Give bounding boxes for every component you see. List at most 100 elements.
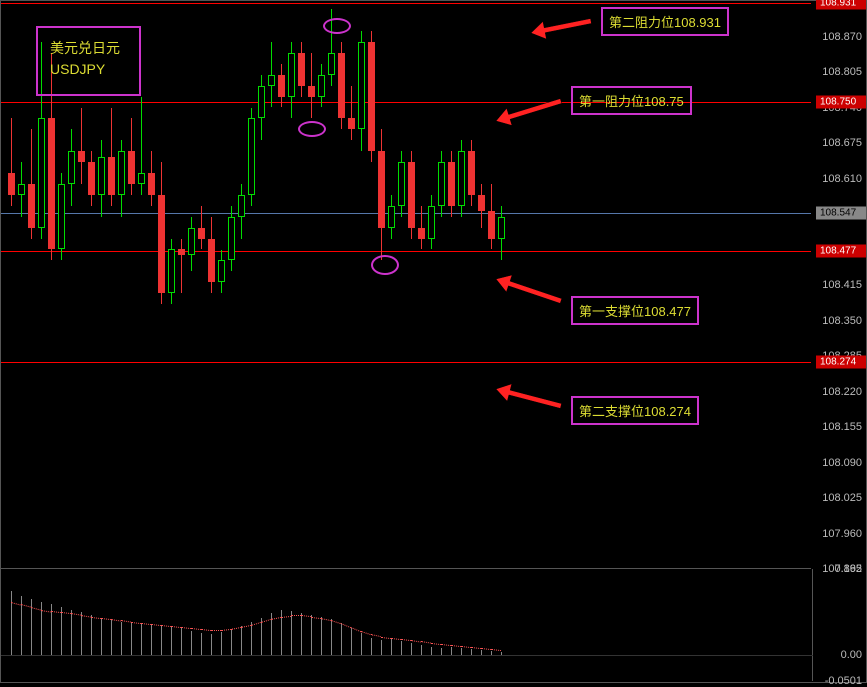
- candle: [68, 129, 75, 205]
- signal-line-segment: [451, 645, 461, 647]
- candle: [18, 162, 25, 217]
- price-tag: 108.750: [816, 96, 866, 109]
- candle: [148, 151, 155, 206]
- candle: [498, 206, 505, 261]
- candle: [488, 184, 495, 250]
- candle: [128, 118, 135, 194]
- price-tag: 108.477: [816, 245, 866, 258]
- histogram-bar: [261, 618, 262, 655]
- histogram-bar: [321, 617, 322, 655]
- histogram-bar: [291, 611, 292, 654]
- highlight-circle: [298, 121, 326, 137]
- candle: [188, 217, 195, 272]
- signal-line-segment: [11, 602, 21, 606]
- candle: [448, 151, 455, 217]
- histogram-bar: [211, 634, 212, 654]
- candle: [328, 9, 335, 85]
- signal-line-segment: [41, 610, 51, 613]
- signal-line-segment: [151, 624, 161, 626]
- histogram-bar: [491, 651, 492, 654]
- candle: [398, 151, 405, 217]
- histogram-bar: [191, 631, 192, 655]
- arrow-icon: [519, 9, 603, 45]
- level-line: [1, 251, 813, 252]
- signal-line-segment: [431, 643, 441, 645]
- histogram-bar: [391, 639, 392, 655]
- histogram-bar: [251, 622, 252, 655]
- candle: [438, 151, 445, 217]
- candle: [218, 250, 225, 294]
- y-tick: 108.350: [822, 315, 862, 327]
- candle: [208, 217, 215, 293]
- histogram-bar: [91, 615, 92, 655]
- histogram-bar: [181, 628, 182, 654]
- signal-line-segment: [51, 611, 61, 613]
- histogram-bar: [381, 640, 382, 655]
- indicator-area: [1, 569, 813, 681]
- histogram-bar: [241, 626, 242, 655]
- signal-line-segment: [411, 640, 421, 643]
- signal-line-segment: [131, 622, 141, 624]
- histogram-bar: [311, 615, 312, 655]
- level-label: 第一阻力位108.75: [571, 86, 692, 115]
- arrow-icon: [484, 377, 573, 418]
- signal-line-segment: [491, 649, 501, 651]
- signal-line-segment: [91, 617, 101, 619]
- signal-line-segment: [181, 627, 191, 629]
- candle: [428, 195, 435, 250]
- signal-line-segment: [251, 622, 261, 626]
- price-y-axis: 108.870108.805108.740108.675108.610108.5…: [811, 1, 866, 569]
- signal-line-segment: [381, 637, 391, 639]
- signal-line-segment: [101, 618, 111, 620]
- histogram-bar: [331, 619, 332, 655]
- indicator-y-axis: 0.1620.00-0.0501: [811, 569, 866, 681]
- signal-line-segment: [31, 607, 41, 611]
- candle: [238, 184, 245, 239]
- histogram-bar: [141, 624, 142, 655]
- histogram-bar: [61, 607, 62, 655]
- signal-line-segment: [471, 647, 481, 649]
- pair-title-en: USDJPY: [50, 59, 127, 80]
- candle: [348, 86, 355, 141]
- candle: [178, 239, 185, 294]
- signal-line-segment: [231, 627, 241, 630]
- arrow-icon: [484, 89, 573, 133]
- histogram-bar: [11, 591, 12, 654]
- level-label: 第一支撑位108.477: [571, 296, 699, 325]
- signal-line-segment: [311, 617, 321, 619]
- signal-line-segment: [161, 625, 171, 627]
- histogram-bar: [131, 623, 132, 655]
- histogram-bar: [221, 632, 222, 654]
- signal-line-segment: [401, 639, 411, 641]
- signal-line-segment: [71, 613, 81, 616]
- y-tick: 107.960: [822, 528, 862, 540]
- candle: [468, 140, 475, 206]
- y-tick: 108.415: [822, 279, 862, 291]
- histogram-bar: [161, 626, 162, 655]
- indicator-tick: 0.00: [841, 649, 862, 661]
- histogram-bar: [71, 610, 72, 655]
- candle: [338, 42, 345, 129]
- y-tick: 108.870: [822, 31, 862, 43]
- histogram-bar: [371, 638, 372, 655]
- candle: [308, 53, 315, 119]
- indicator-tick: -0.0501: [825, 675, 862, 687]
- signal-line-segment: [371, 634, 381, 637]
- candle: [408, 151, 415, 238]
- histogram-bar: [361, 633, 362, 654]
- histogram-bar: [101, 618, 102, 655]
- signal-line-segment: [211, 630, 221, 631]
- candle: [278, 64, 285, 108]
- histogram-bar: [481, 650, 482, 654]
- signal-line-segment: [281, 615, 291, 617]
- candle: [108, 108, 115, 206]
- histogram-bar: [461, 648, 462, 654]
- candle: [228, 206, 235, 272]
- histogram-bar: [151, 625, 152, 655]
- signal-line-segment: [261, 619, 271, 623]
- histogram-bar: [471, 649, 472, 654]
- histogram-bar: [231, 629, 232, 654]
- candle: [28, 129, 35, 238]
- signal-line-segment: [81, 615, 91, 618]
- candle: [268, 42, 275, 108]
